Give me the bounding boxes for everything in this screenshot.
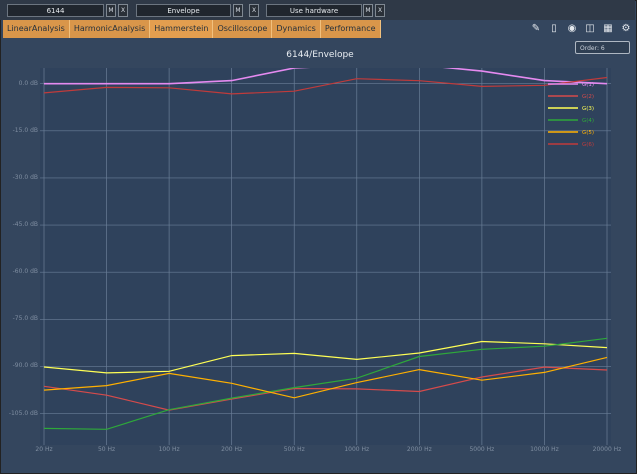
x-tick-label: 5000 Hz — [469, 446, 495, 453]
series-line-6 — [43, 76, 608, 95]
data-icon[interactable]: ▦ — [603, 23, 613, 34]
x-tick-label: 50 Hz — [97, 446, 116, 453]
m-button-2[interactable]: M — [233, 4, 243, 17]
legend-label: G(1) — [582, 82, 594, 88]
top-bar: 6144 M X Envelope M X Use hardware M X — [0, 0, 635, 20]
y-tick-label: -105.0 dB — [8, 409, 38, 417]
x-button-1[interactable]: X — [118, 4, 128, 17]
series-line-1 — [44, 64, 608, 85]
legend-label: G(6) — [582, 142, 594, 148]
edit-icon[interactable]: ✎ — [531, 23, 541, 34]
x-tick-label: 20000 Hz — [592, 446, 622, 453]
series-line-2 — [43, 366, 608, 411]
x-button-2[interactable]: X — [249, 4, 259, 17]
y-tick-label: -60.0 dB — [12, 268, 38, 276]
tab-hammerstein[interactable]: Hammerstein — [150, 20, 214, 38]
settings-icon[interactable]: ⚙ — [621, 23, 631, 34]
y-tick-label: -30.0 dB — [12, 173, 38, 181]
legend-label: G(3) — [582, 106, 594, 112]
x-tick-label: 2000 Hz — [406, 446, 432, 453]
y-tick-label: -90.0 dB — [12, 362, 38, 370]
analysis-tabs: LinearAnalysis HarmonicAnalysis Hammerst… — [3, 20, 381, 38]
plot-area: G(1) G(2) G(3) G(4) G(5) G(6) — [40, 64, 611, 445]
envelope-chart: G(1) G(2) G(3) G(4) G(5) G(6) — [40, 64, 611, 445]
tab-oscilloscope[interactable]: Oscilloscope — [213, 20, 273, 38]
order-dropdown[interactable]: Order: 6 — [575, 41, 630, 54]
series-line-3 — [43, 340, 608, 374]
m-button-3[interactable]: M — [363, 4, 373, 17]
m-button-1[interactable]: M — [106, 4, 116, 17]
y-tick-label: 0.0 dB — [18, 79, 38, 87]
field-use-hardware[interactable]: Use hardware — [266, 4, 362, 17]
camera-icon[interactable]: ◫ — [585, 23, 595, 34]
eye-icon[interactable]: ◉ — [567, 23, 577, 34]
x-tick-label: 1000 Hz — [344, 446, 370, 453]
tab-performance[interactable]: Performance — [320, 20, 381, 38]
y-tick-label: -45.0 dB — [12, 221, 38, 229]
x-tick-label: 20 Hz — [35, 446, 53, 453]
legend-label: G(4) — [582, 118, 594, 124]
y-tick-label: -15.0 dB — [12, 126, 38, 134]
chart-title: 6144/Envelope — [286, 50, 354, 60]
y-tick-label: -75.0 dB — [12, 315, 38, 323]
field-sample-size[interactable]: 6144 — [7, 4, 104, 17]
chart-toolbar: ✎ ▯ ◉ ◫ ▦ ⚙ — [529, 22, 633, 37]
series-line-5 — [43, 356, 608, 399]
x-tick-label: 500 Hz — [283, 446, 305, 453]
x-button-3[interactable]: X — [375, 4, 385, 17]
tab-harmonic-analysis[interactable]: HarmonicAnalysis — [69, 20, 151, 38]
x-tick-label: 200 Hz — [221, 446, 243, 453]
x-tick-label: 100 Hz — [158, 446, 180, 453]
legend-label: G(5) — [582, 130, 594, 136]
tab-linear-analysis[interactable]: LinearAnalysis — [3, 20, 70, 38]
legend-label: G(2) — [582, 94, 594, 100]
field-envelope[interactable]: Envelope — [136, 4, 231, 17]
tab-dynamics[interactable]: Dynamics — [272, 20, 321, 38]
x-tick-label: 10000 Hz — [530, 446, 559, 453]
series-line-4 — [43, 337, 608, 430]
book-icon[interactable]: ▯ — [551, 23, 557, 34]
